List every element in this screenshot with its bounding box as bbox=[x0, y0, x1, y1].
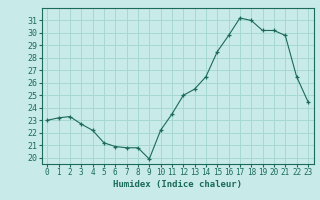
X-axis label: Humidex (Indice chaleur): Humidex (Indice chaleur) bbox=[113, 180, 242, 189]
